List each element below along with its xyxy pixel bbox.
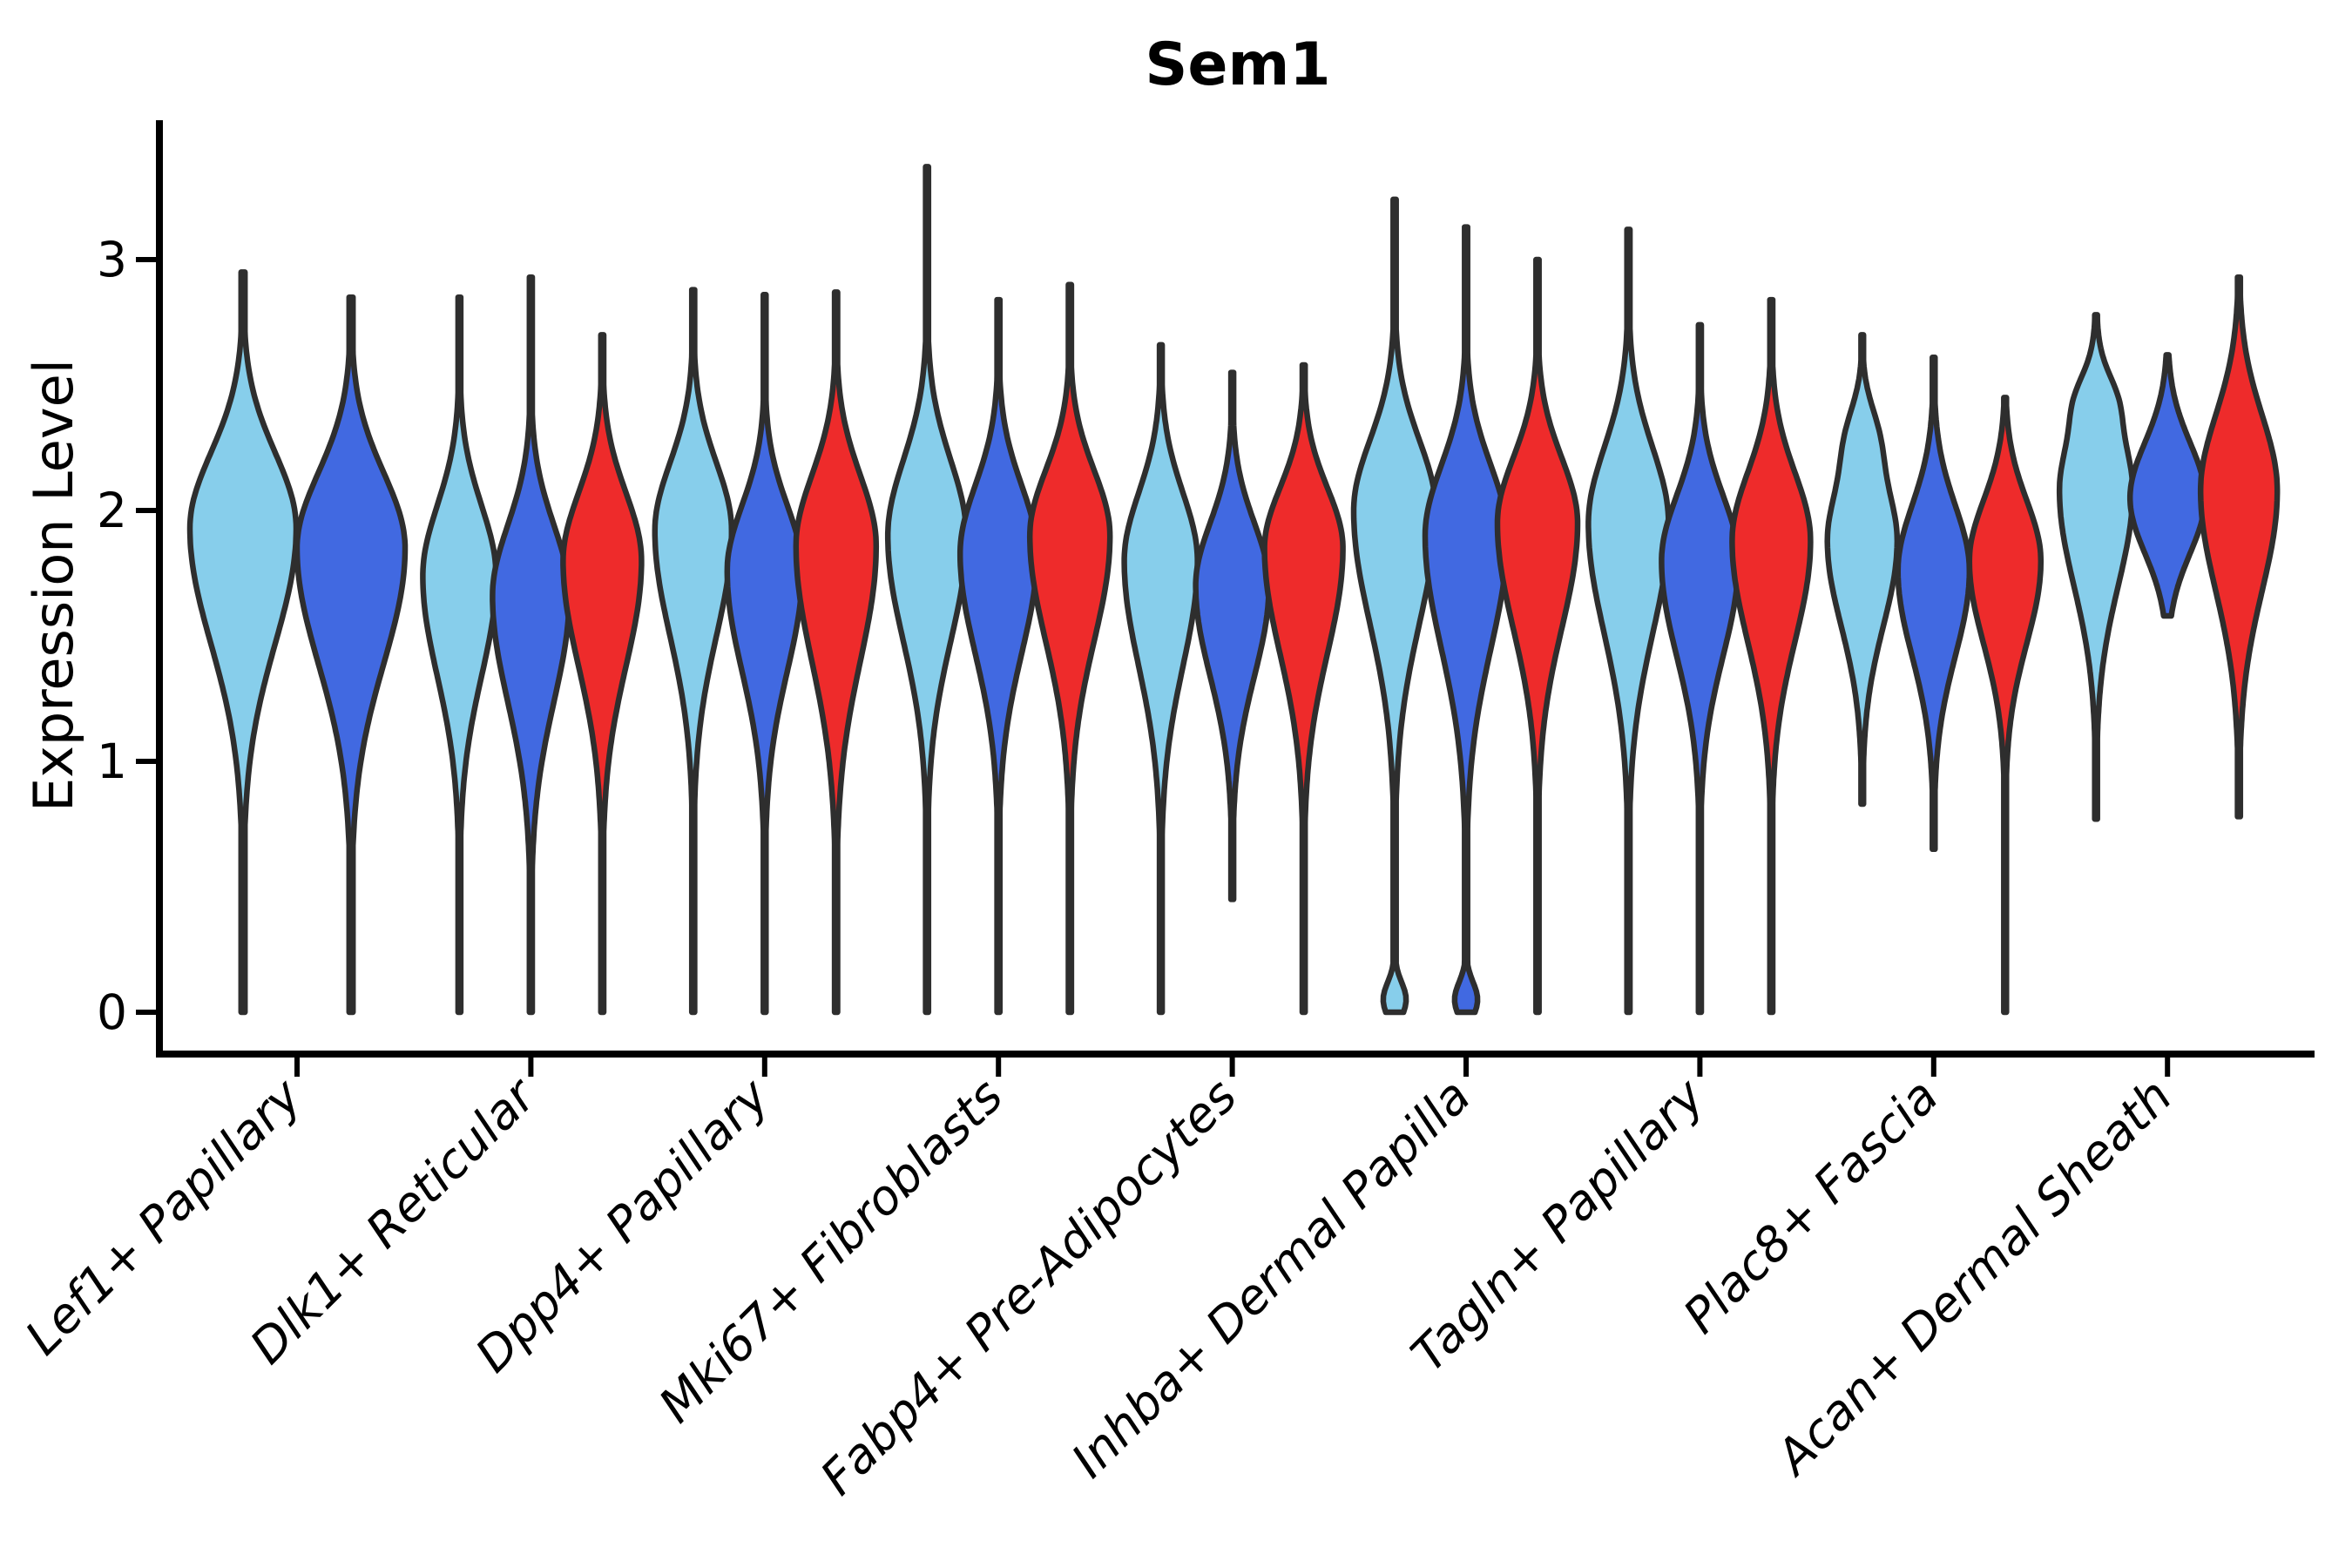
- violin-acan-dermal-sheath-light_blue: [2056, 312, 2136, 822]
- violin-inhba-dermal-papilla-dark_blue: [1422, 224, 1511, 1016]
- violin-fabp4-pre-adipocytes-light_blue: [1121, 341, 1200, 1016]
- y-axis-label: Expression Level: [22, 359, 85, 812]
- violin-dlk1-reticular-red: [560, 332, 645, 1016]
- violin-lef1-papillary-dark_blue: [294, 294, 409, 1016]
- violin-tagln-papillary-dark_blue: [1659, 321, 1741, 1016]
- violin-dlk1-reticular-light_blue: [420, 294, 499, 1016]
- violin-acan-dermal-sheath-red: [2197, 274, 2281, 820]
- y-tick-label-3: 3: [97, 232, 127, 287]
- violin-dpp4-papillary-dark_blue: [724, 292, 806, 1016]
- violin-inhba-dermal-papilla-red: [1494, 256, 1581, 1016]
- violin-lef1-papillary-light_blue: [186, 269, 300, 1016]
- violin-dpp4-papillary-light_blue: [652, 287, 735, 1016]
- violin-inhba-dermal-papilla-light_blue: [1350, 196, 1439, 1016]
- violin-fabp4-pre-adipocytes-red: [1261, 362, 1346, 1016]
- violin-mki67-fibroblasts-light_blue: [884, 164, 970, 1016]
- violin-mki67-fibroblasts-dark_blue: [956, 296, 1040, 1016]
- violin-mki67-fibroblasts-red: [1026, 281, 1113, 1016]
- y-tick-label-0: 0: [97, 984, 127, 1040]
- violin-dpp4-papillary-red: [793, 289, 880, 1016]
- violin-tagln-papillary-light_blue: [1585, 226, 1672, 1016]
- violin-plac8-fascia-red: [1966, 395, 2044, 1016]
- violins-layer: [186, 164, 2281, 1016]
- plot-title: Sem1: [1145, 30, 1330, 99]
- y-tick-label-2: 2: [97, 483, 127, 538]
- violin-plac8-fascia-light_blue: [1824, 332, 1901, 808]
- violin-acan-dermal-sheath-dark_blue: [2126, 352, 2208, 619]
- violin-tagln-papillary-red: [1729, 296, 1814, 1016]
- y-tick-label-1: 1: [97, 733, 127, 789]
- violin-dlk1-reticular-dark_blue: [490, 274, 572, 1016]
- violin-fabp4-pre-adipocytes-dark_blue: [1193, 369, 1272, 902]
- violin-plac8-fascia-dark_blue: [1895, 355, 1973, 853]
